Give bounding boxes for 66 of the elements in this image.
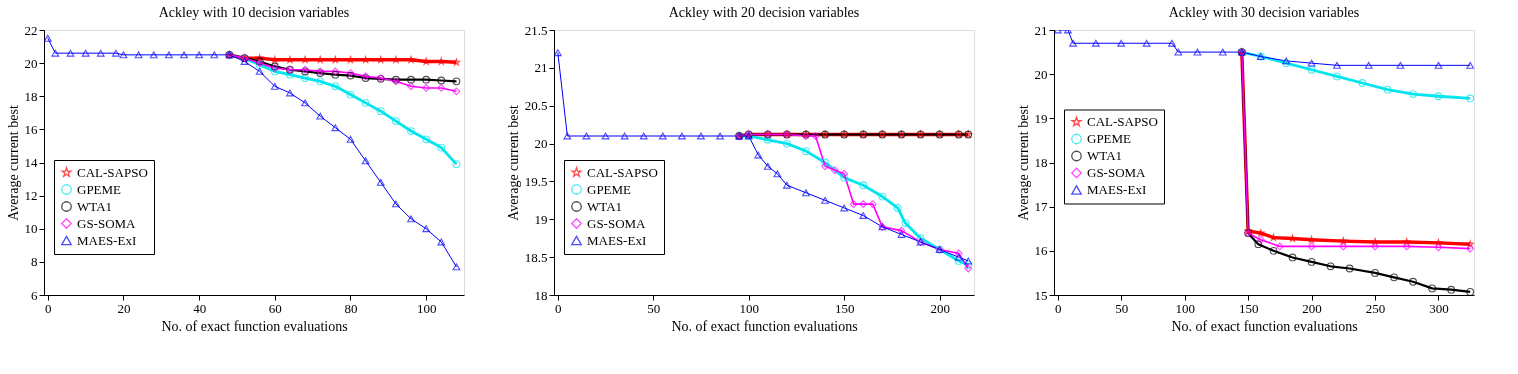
x-tick-label: 0: [1055, 300, 1062, 316]
y-tick-label: 19: [534, 211, 548, 227]
x-axis-title: No. of exact function evaluations: [1171, 318, 1358, 334]
legend-label: WTA1: [77, 198, 113, 214]
x-tick-label: 50: [1115, 300, 1129, 316]
y-tick-label: 21: [534, 60, 548, 76]
y-tick-label: 14: [24, 155, 38, 170]
x-tick-label: 250: [1365, 300, 1386, 316]
legend-label: WTA1: [587, 198, 623, 214]
y-tick-label: 22: [24, 22, 38, 38]
y-axis-title: Average current best: [5, 105, 21, 221]
x-tick-label: 100: [1175, 300, 1195, 316]
x-tick-label: 200: [930, 300, 950, 316]
x-axis-title: No. of exact function evaluations: [671, 318, 858, 334]
legend-label: GPEME: [77, 181, 122, 197]
y-tick-label: 18.5: [524, 249, 548, 265]
legend-label: GPEME: [1087, 131, 1132, 146]
y-tick-label: 20: [534, 136, 548, 152]
y-tick-label: 21.5: [524, 22, 548, 38]
y-tick-label: 12: [24, 188, 38, 204]
y-tick-label: 19.5: [524, 173, 548, 189]
y-tick-label: 15: [1034, 287, 1048, 303]
legend-label: MAES-ExI: [1087, 182, 1147, 197]
y-tick-label: 6: [31, 287, 38, 303]
y-tick-label: 16: [24, 121, 38, 137]
x-tick-label: 150: [834, 300, 855, 316]
chart-title: Ackley with 30 decision variables: [1168, 5, 1360, 20]
x-tick-label: 60: [268, 300, 282, 316]
y-axis-title: Average current best: [1015, 105, 1031, 221]
x-tick-label: 150: [1238, 300, 1259, 316]
y-tick-label: 17: [1034, 199, 1048, 215]
y-tick-label: 8: [31, 254, 38, 270]
y-tick-label: 18: [24, 88, 38, 104]
legend-label: CAL-SAPSO: [1087, 114, 1158, 129]
y-tick-label: 20.5: [524, 98, 548, 114]
legend-label: GPEME: [587, 181, 632, 197]
legend-label: GS-SOMA: [587, 215, 647, 231]
x-tick-label: 0: [45, 300, 52, 316]
y-tick-label: 21: [1034, 22, 1048, 38]
x-tick-label: 40: [193, 300, 207, 316]
y-tick-label: 18: [534, 287, 548, 303]
legend-label: MAES-ExI: [77, 232, 137, 248]
x-tick-label: 20: [117, 300, 131, 316]
x-tick-label: 50: [647, 300, 661, 316]
y-tick-label: 10: [24, 221, 38, 237]
legend-label: GS-SOMA: [77, 215, 137, 231]
x-tick-label: 100: [416, 300, 437, 316]
x-tick-label: 300: [1429, 300, 1449, 316]
y-tick-label: 19: [1034, 110, 1048, 126]
legend-label: WTA1: [1087, 148, 1123, 163]
y-tick-label: 18: [1034, 155, 1048, 170]
x-axis-title: No. of exact function evaluations: [161, 318, 348, 334]
y-axis-title: Average current best: [505, 105, 521, 221]
x-tick-label: 80: [344, 300, 358, 316]
x-tick-label: 100: [739, 300, 759, 316]
legend-label: CAL-SAPSO: [77, 164, 148, 180]
legend-label: GS-SOMA: [1087, 165, 1147, 180]
legend-label: MAES-ExI: [587, 232, 647, 248]
x-tick-label: 0: [555, 300, 562, 316]
y-tick-label: 20: [24, 55, 38, 71]
y-tick-label: 16: [1034, 243, 1048, 259]
chart-title: Ackley with 10 decision variables: [158, 5, 350, 20]
x-tick-label: 200: [1302, 300, 1322, 316]
legend-label: CAL-SAPSO: [587, 164, 658, 180]
y-tick-label: 20: [1034, 66, 1048, 82]
chart-title: Ackley with 20 decision variables: [668, 5, 860, 20]
